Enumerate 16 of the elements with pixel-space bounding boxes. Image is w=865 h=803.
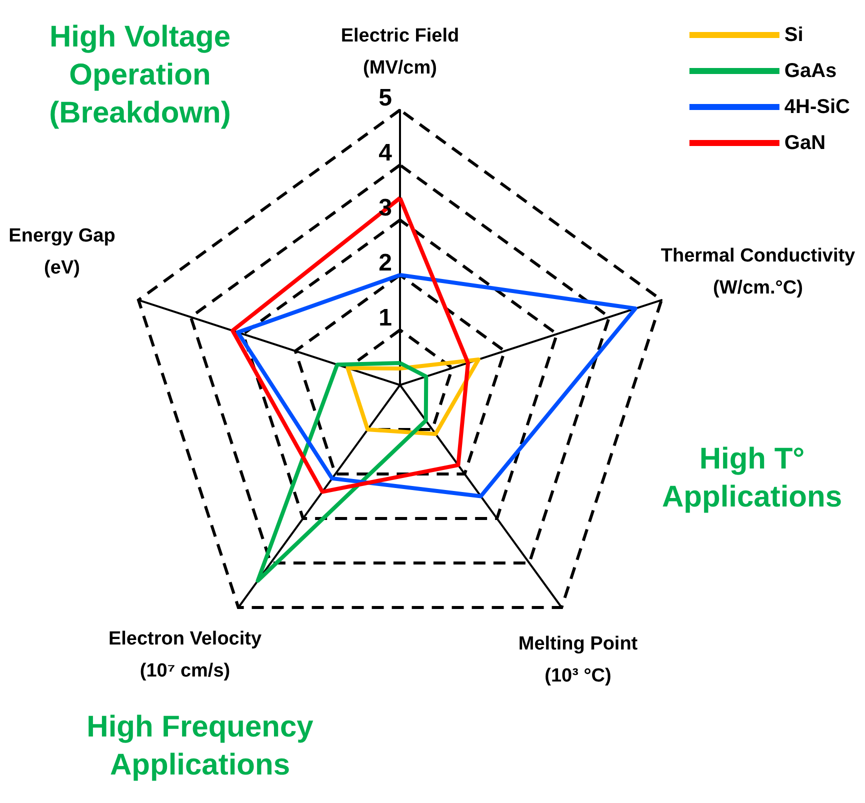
spoke-label: Melting Point (10³ °C) xyxy=(518,634,638,686)
legend-label: GaAs xyxy=(784,60,837,82)
y-tick-label: 4 xyxy=(378,140,393,166)
legend-label: Si xyxy=(784,24,804,46)
text: High T° Applications xyxy=(662,442,842,514)
text: High Voltage Operation (Breakdown) xyxy=(49,20,231,130)
y-tick-label: 2 xyxy=(378,250,392,276)
spoke-label: Thermal Conductivity (W/cm.°C) xyxy=(660,246,856,298)
text: High Frequency Applications xyxy=(86,710,314,782)
spoke-label: Electric Field (MV/cm) xyxy=(340,26,460,78)
y-tick-label: 5 xyxy=(378,84,392,112)
legend-label: 4H-SiC xyxy=(784,96,850,118)
legend-label: GaN xyxy=(784,132,826,154)
spoke-label: Electron Velocity (10⁷ cm/s) xyxy=(108,628,262,682)
spoke-label: Energy Gap (eV) xyxy=(8,226,116,278)
y-tick-label: 1 xyxy=(378,304,392,332)
